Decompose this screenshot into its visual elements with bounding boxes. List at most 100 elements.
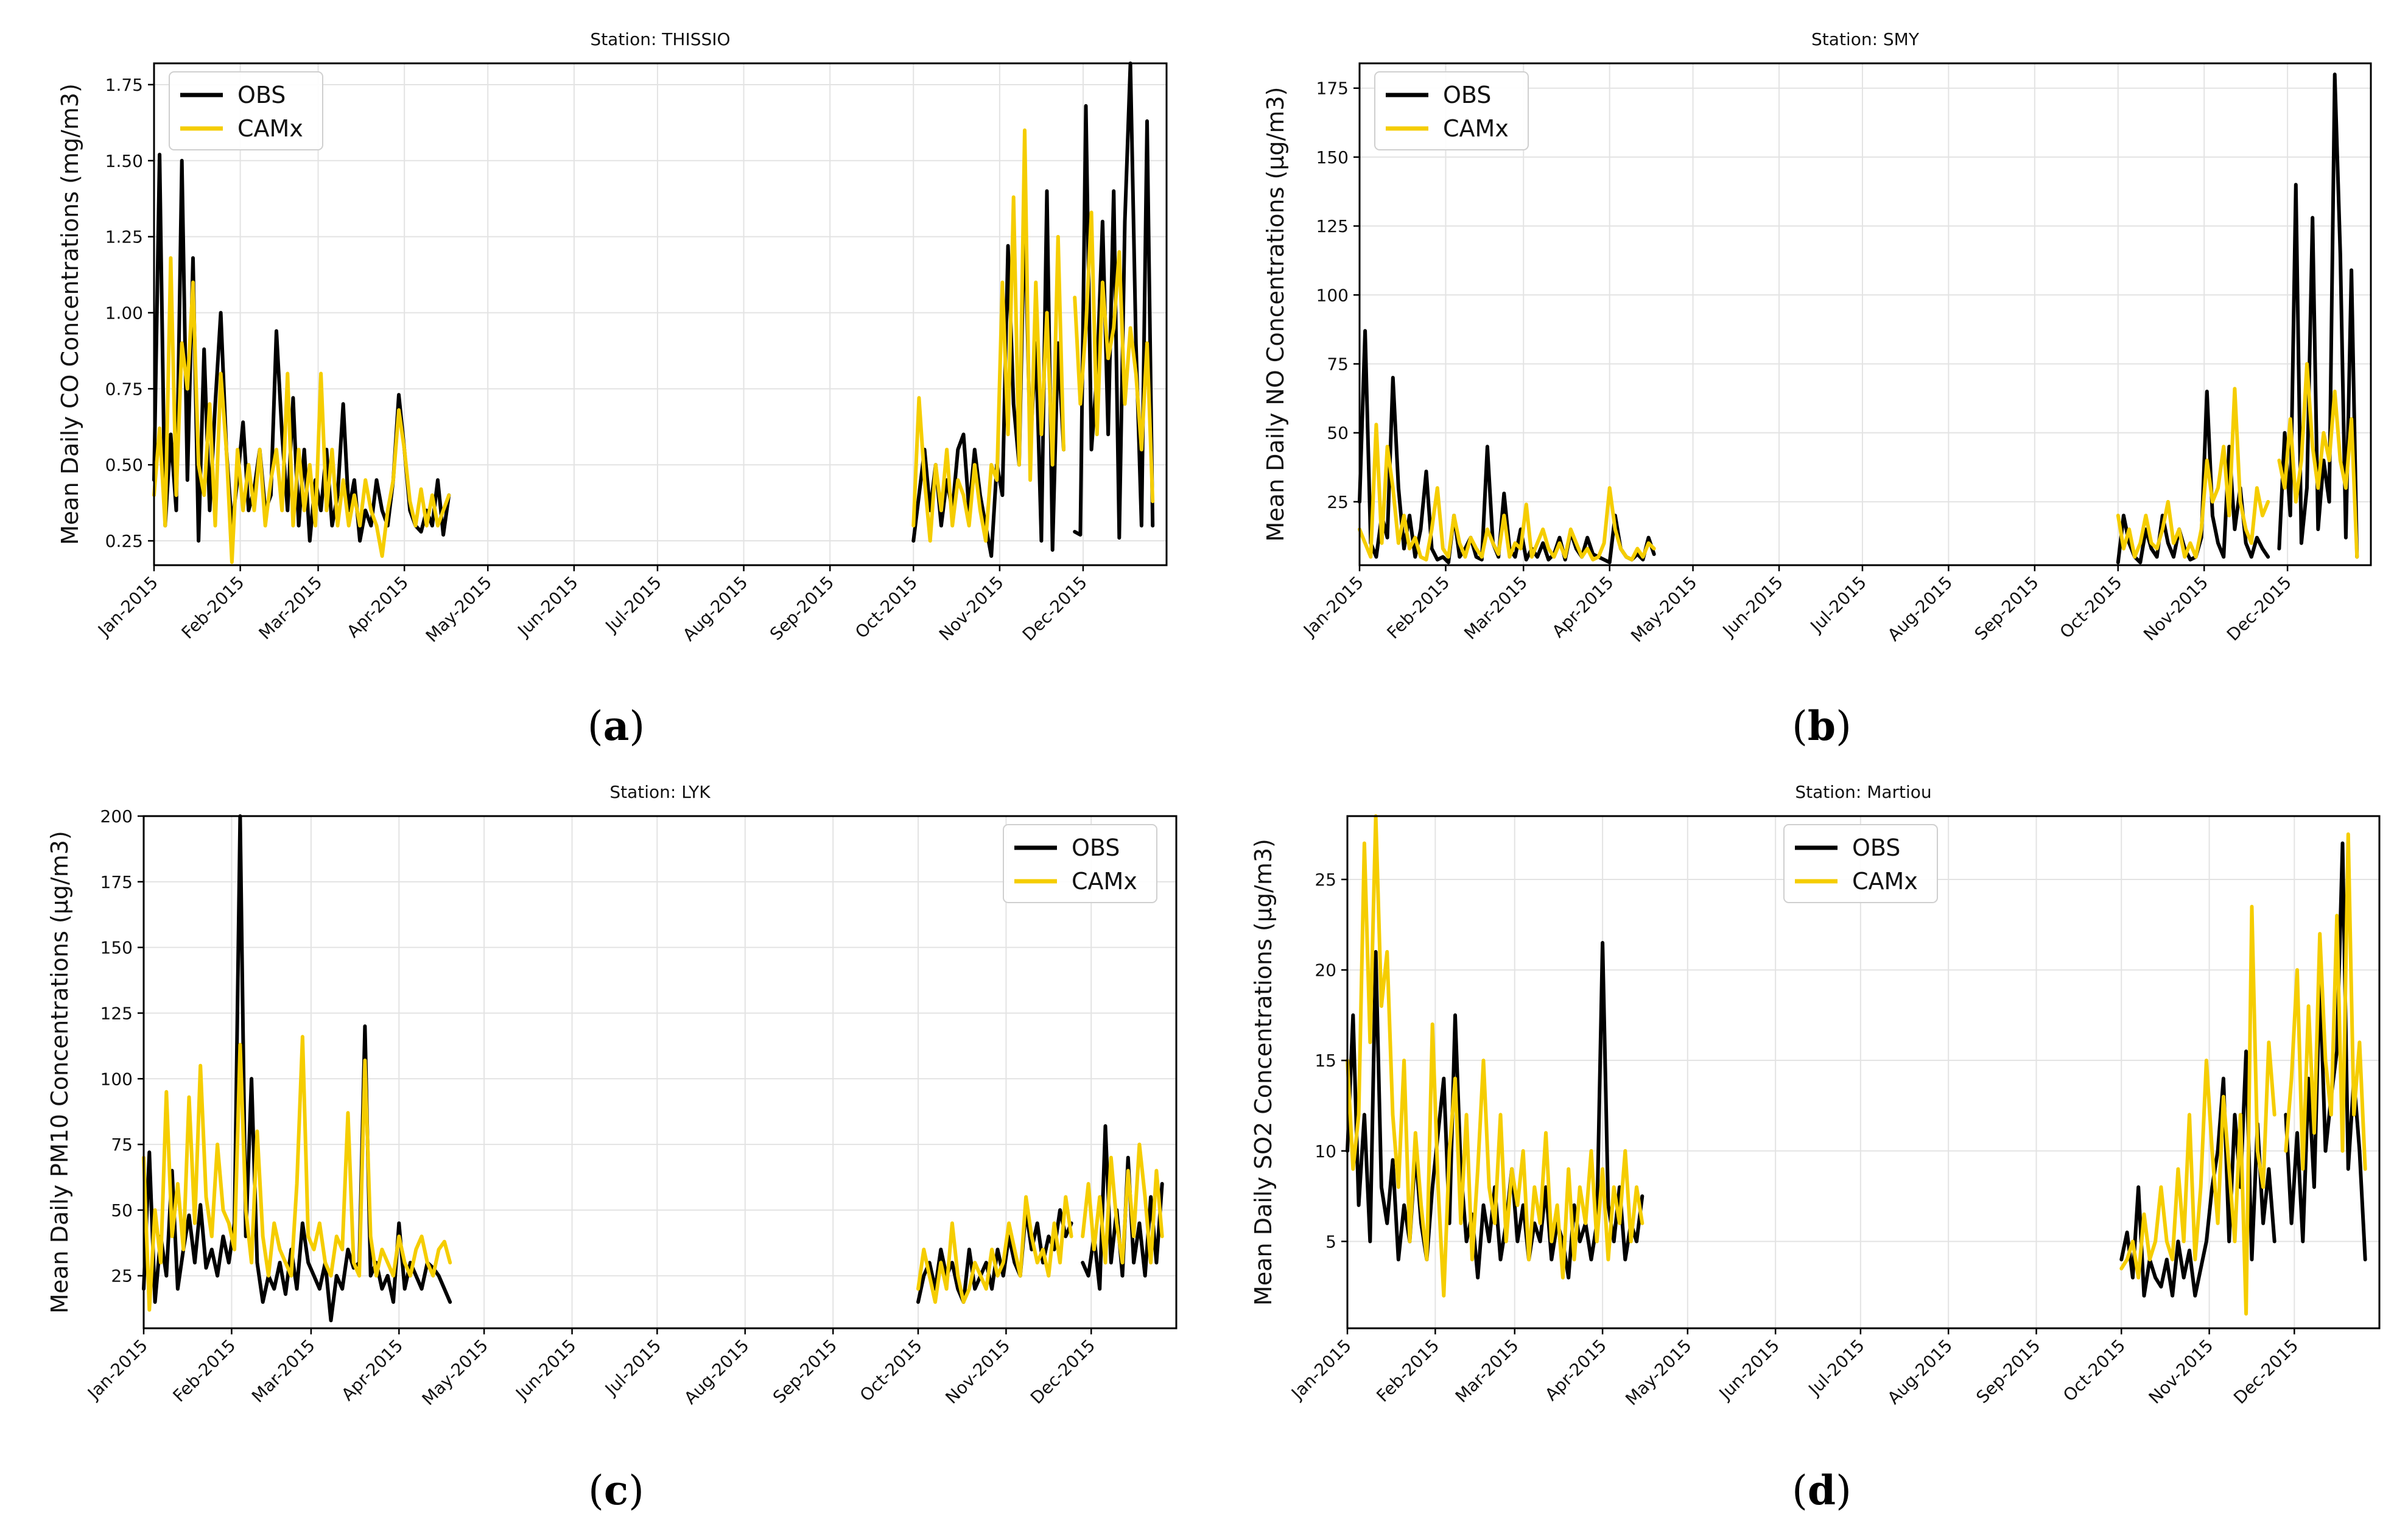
- x-tick-label: Jan-2015: [1299, 572, 1367, 641]
- x-tick-label: Aug-2015: [680, 1336, 753, 1409]
- plot-frame: [1358, 62, 2372, 566]
- x-tick-label: Jun-2015: [513, 572, 582, 641]
- y-tick-label: 10: [1315, 1141, 1336, 1161]
- y-axis-label: Mean Daily CO Concentrations (mg/m3): [57, 83, 83, 545]
- series-line-camx: [1358, 423, 1656, 562]
- x-tick-label: May-2015: [1627, 572, 1701, 646]
- chart-title: Station: LYK: [609, 782, 711, 802]
- x-tick-label: Apr-2015: [337, 1336, 407, 1405]
- y-tick-label: 25: [1327, 492, 1349, 512]
- series-line-obs: [1358, 329, 1656, 565]
- y-tick-label: 175: [100, 872, 133, 892]
- panel-b: Station: SMY 25 50 75 100 125 150 175 Jan-2015 Fe…: [1262, 29, 2372, 750]
- x-tick-label: Oct-2015: [851, 572, 921, 643]
- x-tick-label: Aug-2015: [679, 572, 752, 646]
- x-tick-label: Feb-2015: [1372, 1336, 1443, 1406]
- y-tick-label: 1.50: [105, 151, 143, 171]
- y-tick-label: 200: [100, 806, 133, 826]
- x-tick-label: Jan-2015: [1286, 1336, 1355, 1404]
- plot-frame: [153, 62, 1168, 566]
- series-line-camx: [1081, 1143, 1164, 1265]
- x-tick-label: Oct-2015: [2059, 1336, 2129, 1406]
- chart-title: Station: Martiou: [1795, 782, 1931, 802]
- panel-label: (a): [588, 702, 645, 750]
- x-tick-label: Apr-2015: [343, 572, 412, 642]
- x-tick-label: Aug-2015: [1884, 1336, 1957, 1409]
- series-line-camx: [916, 1195, 1073, 1304]
- x-tick-label: Nov-2015: [941, 1336, 1014, 1408]
- x-tick-label: Dec-2015: [1027, 1336, 1099, 1408]
- x-tick-label: Jul-2015: [600, 1336, 665, 1400]
- x-tick-label: Sep-2015: [1971, 572, 2043, 644]
- panel-label: (d): [1792, 1467, 1852, 1514]
- legend-label-obs: OBS: [237, 82, 286, 108]
- y-tick-label: 25: [111, 1266, 133, 1286]
- series-line-obs: [1073, 62, 1155, 540]
- y-tick-label: 150: [100, 938, 133, 958]
- y-tick-label: 100: [100, 1069, 133, 1089]
- y-tick-label: 1.75: [105, 75, 143, 95]
- x-tick-label: Feb-2015: [1383, 572, 1453, 643]
- x-tick-label: Mar-2015: [248, 1336, 319, 1407]
- y-tick-label: 0.25: [105, 531, 143, 551]
- panel-d: Station: Martiou 5 10 15 20 25 Jan-2015 Feb-201…: [1250, 782, 2381, 1514]
- y-tick-label: 50: [1327, 423, 1349, 443]
- legend-label-camx: CAMx: [237, 115, 303, 142]
- legend-label-camx: CAMx: [1443, 115, 1509, 142]
- chart-title: Station: THISSIO: [590, 29, 730, 49]
- legend-label-obs: OBS: [1443, 82, 1491, 108]
- y-axis-label: Mean Daily SO2 Concentrations (μg/m3): [1250, 839, 1277, 1306]
- x-tick-label: Feb-2015: [169, 1336, 239, 1406]
- series-line-camx: [1346, 814, 1645, 1298]
- x-tick-label: Jun-2015: [1715, 1336, 1783, 1404]
- y-tick-label: 125: [1316, 216, 1349, 236]
- y-tick-label: 0.75: [105, 379, 143, 399]
- y-tick-label: 1.25: [105, 227, 143, 247]
- y-tick-label: 75: [1327, 354, 1349, 374]
- y-tick-label: 175: [1316, 79, 1349, 99]
- legend: OBS CAMx: [169, 71, 323, 150]
- x-tick-label: Jan-2015: [93, 572, 162, 641]
- series-line-obs: [142, 814, 452, 1323]
- x-tick-label: Mar-2015: [255, 572, 326, 644]
- plot-frame: [1346, 815, 2381, 1330]
- panel-label: (c): [588, 1467, 644, 1514]
- series-line-camx: [1073, 210, 1155, 504]
- x-tick-label: May-2015: [422, 572, 496, 646]
- legend-label-camx: CAMx: [1852, 868, 1918, 895]
- panel-a: Station: THISSIO 0.25 0.50 0.75 1.00 1.25 1.50…: [57, 29, 1168, 750]
- x-tick-label: Feb-2015: [178, 572, 248, 643]
- y-tick-label: 1.00: [105, 303, 143, 323]
- x-tick-label: Oct-2015: [2056, 572, 2126, 643]
- x-tick-label: Dec-2015: [2230, 1336, 2302, 1408]
- x-tick-label: Nov-2015: [2139, 572, 2212, 645]
- x-tick-label: Apr-2015: [1541, 1336, 1610, 1405]
- y-tick-label: 5: [1325, 1231, 1336, 1252]
- x-tick-label: Nov-2015: [935, 572, 1008, 645]
- x-tick-label: Jul-2015: [1804, 1336, 1869, 1400]
- legend-label-obs: OBS: [1852, 834, 1900, 861]
- x-tick-label: Nov-2015: [2145, 1336, 2217, 1408]
- legend-label-camx: CAMx: [1072, 868, 1137, 895]
- y-tick-label: 150: [1316, 147, 1349, 167]
- series-line-camx: [142, 1035, 452, 1312]
- series-line-camx: [911, 128, 1065, 543]
- series-line-camx: [2277, 362, 2359, 559]
- x-tick-label: May-2015: [418, 1336, 492, 1409]
- legend: OBS CAMx: [1374, 71, 1529, 150]
- x-tick-label: May-2015: [1621, 1336, 1695, 1409]
- x-tick-label: Mar-2015: [1451, 1336, 1523, 1407]
- series-line-obs: [2119, 1049, 2276, 1298]
- plot-frame: [142, 815, 1178, 1330]
- x-tick-label: Mar-2015: [1460, 572, 1531, 644]
- y-axis-label: Mean Daily NO Concentrations (μg/m3): [1262, 87, 1289, 542]
- series-line-camx: [2119, 904, 2276, 1316]
- x-tick-label: Apr-2015: [1548, 572, 1618, 642]
- y-tick-label: 75: [111, 1135, 133, 1155]
- x-tick-label: Dec-2015: [1019, 572, 1091, 645]
- y-tick-label: 50: [111, 1200, 133, 1220]
- legend: OBS CAMx: [1003, 824, 1157, 903]
- y-tick-label: 15: [1315, 1051, 1336, 1071]
- panel-label: (b): [1792, 702, 1852, 750]
- x-tick-label: Jun-2015: [511, 1336, 580, 1404]
